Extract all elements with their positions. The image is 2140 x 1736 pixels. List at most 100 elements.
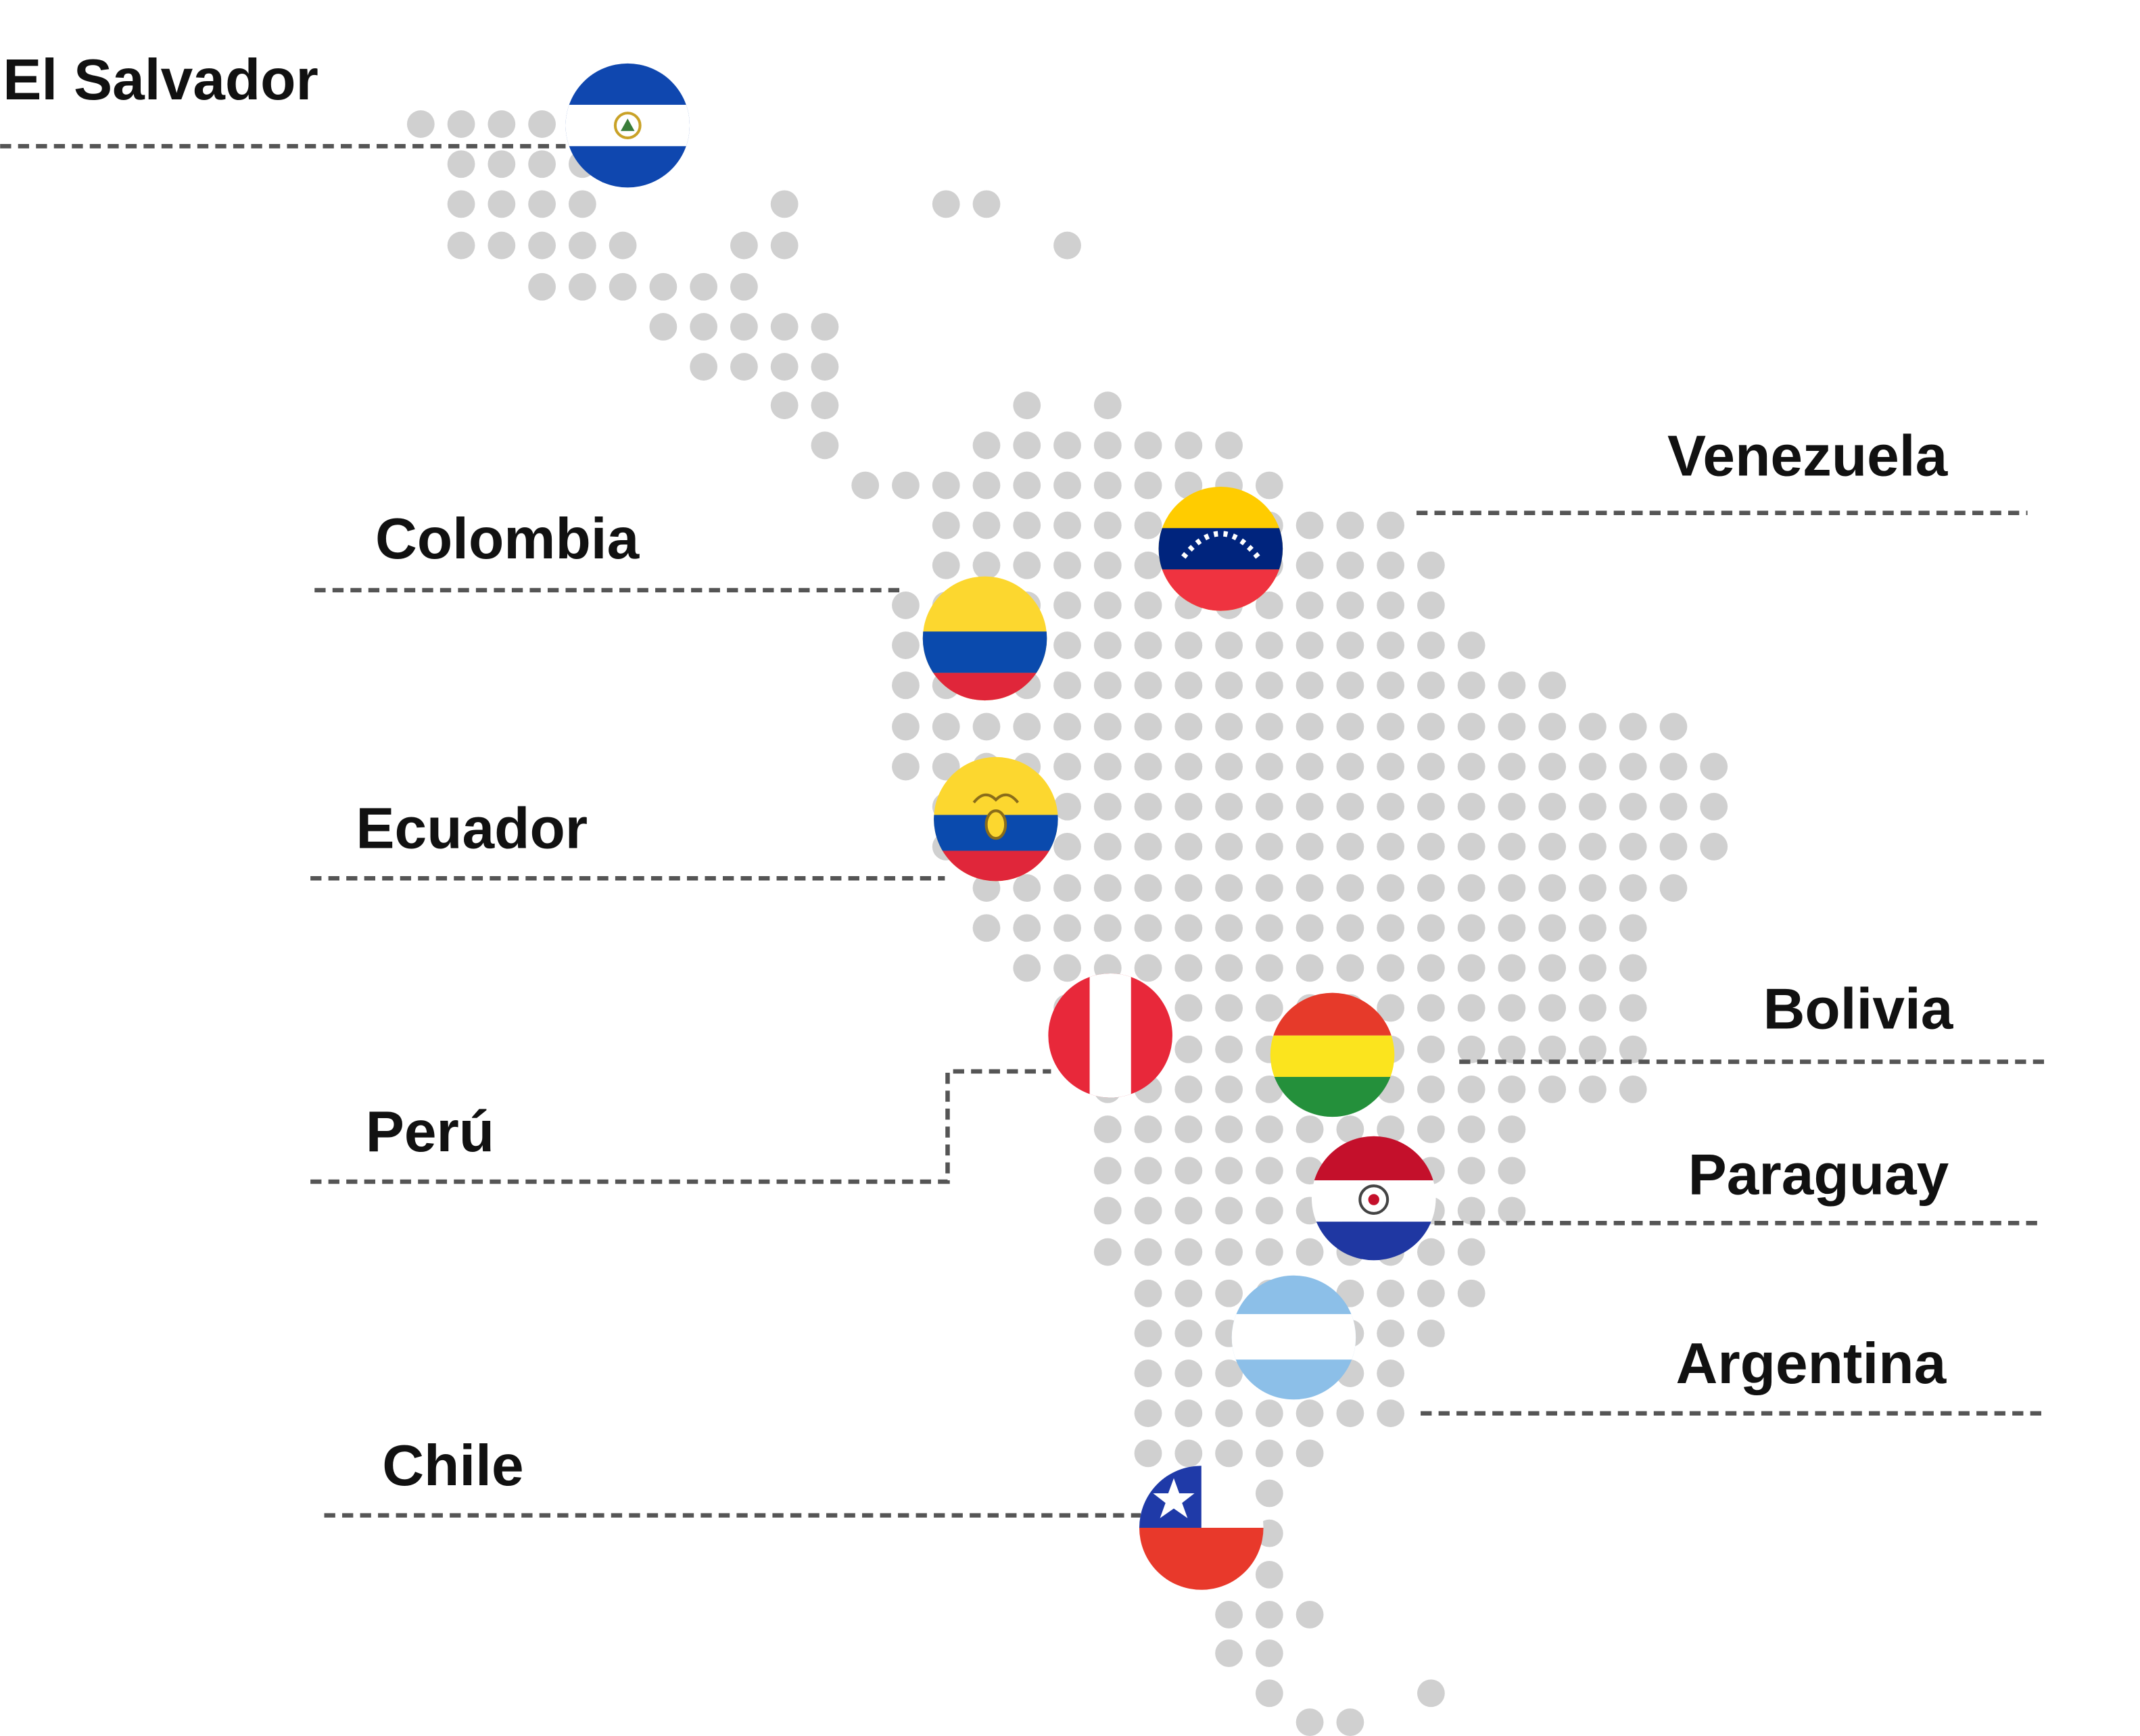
map-dot — [609, 231, 637, 260]
map-dot — [528, 272, 556, 301]
map-dot — [1417, 1238, 1445, 1266]
map-dot — [770, 313, 799, 341]
map-dot — [1134, 1320, 1162, 1347]
map-dot — [1336, 792, 1364, 821]
map-dot — [892, 592, 920, 619]
map-dot — [1579, 792, 1607, 821]
map-dot — [1417, 1035, 1445, 1063]
map-dot — [1336, 914, 1364, 942]
map-dot — [1174, 1197, 1203, 1225]
map-dot — [1255, 832, 1283, 861]
map-dot — [1498, 874, 1526, 902]
map-dot — [1295, 752, 1324, 781]
map-dot — [1255, 1560, 1283, 1589]
map-dot — [1013, 551, 1041, 579]
map-dot — [932, 551, 960, 579]
map-dot — [1134, 1115, 1162, 1143]
map-dot — [1013, 713, 1041, 741]
map-dot — [1295, 713, 1324, 741]
map-dot — [1336, 511, 1364, 539]
map-dot — [1174, 792, 1203, 821]
map-dot — [1215, 1035, 1243, 1063]
map-dot — [892, 631, 920, 659]
dot-map — [406, 110, 1728, 1736]
map-dot — [1053, 671, 1081, 700]
map-dot — [1700, 832, 1728, 861]
map-dot — [972, 431, 1001, 460]
map-dot — [1255, 1197, 1283, 1225]
map-dot — [1013, 954, 1041, 982]
map-dot — [1336, 592, 1364, 619]
map-dot — [1215, 1359, 1243, 1387]
country-label: Ecuador — [356, 796, 588, 861]
map-dot — [1255, 1679, 1283, 1708]
map-dot — [1498, 1157, 1526, 1185]
map-dot — [1174, 1075, 1203, 1103]
map-dot — [1215, 431, 1243, 460]
map-dot — [1457, 832, 1485, 861]
map-dot — [1255, 1399, 1283, 1428]
map-dot — [1053, 713, 1081, 741]
map-dot — [1377, 592, 1405, 619]
map-dot — [1134, 713, 1162, 741]
map-dot — [1255, 954, 1283, 982]
map-dot — [1215, 1279, 1243, 1307]
map-dot — [1215, 671, 1243, 700]
map-dot — [1174, 1399, 1203, 1428]
map-dot — [811, 353, 839, 381]
map-dot — [528, 190, 556, 218]
map-dot — [649, 313, 677, 341]
map-dot — [1134, 792, 1162, 821]
map-dot — [1134, 631, 1162, 659]
map-dot — [1377, 792, 1405, 821]
map-dot — [1134, 914, 1162, 942]
map-dot — [1538, 954, 1567, 982]
map-dot — [1619, 752, 1647, 781]
map-dot — [1336, 671, 1364, 700]
map-dot — [1295, 914, 1324, 942]
map-dot — [1336, 832, 1364, 861]
map-dot — [1215, 832, 1243, 861]
map-dot — [1093, 631, 1122, 659]
map-dot — [1377, 671, 1405, 700]
map-dot — [1093, 431, 1122, 460]
map-dot — [1336, 713, 1364, 741]
map-dot — [892, 671, 920, 700]
map-dot — [1377, 551, 1405, 579]
map-dot — [1619, 954, 1647, 982]
map-dot — [1579, 874, 1607, 902]
map-dot — [1377, 1399, 1405, 1428]
country-label: Perú — [366, 1099, 494, 1164]
map-dot — [1174, 752, 1203, 781]
map-dot — [488, 110, 516, 138]
map-dot — [1053, 471, 1081, 500]
map-dot — [1174, 431, 1203, 460]
map-dot — [932, 190, 960, 218]
map-dot — [568, 272, 596, 301]
map-dot — [1134, 1359, 1162, 1387]
map-dot — [488, 190, 516, 218]
map-dot — [1498, 994, 1526, 1022]
map-dot — [1255, 1479, 1283, 1508]
map-dot — [1457, 994, 1485, 1022]
map-dot — [1093, 1238, 1122, 1266]
map-dot — [1174, 954, 1203, 982]
map-dot — [1215, 914, 1243, 942]
map-dot — [1215, 1157, 1243, 1185]
map-dot — [1377, 1320, 1405, 1347]
map-dot — [1538, 792, 1567, 821]
map-dot — [1619, 713, 1647, 741]
map-dot — [1093, 1197, 1122, 1225]
map-dot — [1255, 1238, 1283, 1266]
map-dot — [447, 110, 475, 138]
map-dot — [1538, 752, 1567, 781]
map-dot — [1255, 1115, 1283, 1143]
map-dot — [1377, 631, 1405, 659]
map-dot — [972, 511, 1001, 539]
map-dot — [1174, 713, 1203, 741]
map-dot — [1255, 1075, 1283, 1103]
map-dot — [690, 353, 718, 381]
map-dot — [1215, 1439, 1243, 1468]
map-dot — [1498, 832, 1526, 861]
